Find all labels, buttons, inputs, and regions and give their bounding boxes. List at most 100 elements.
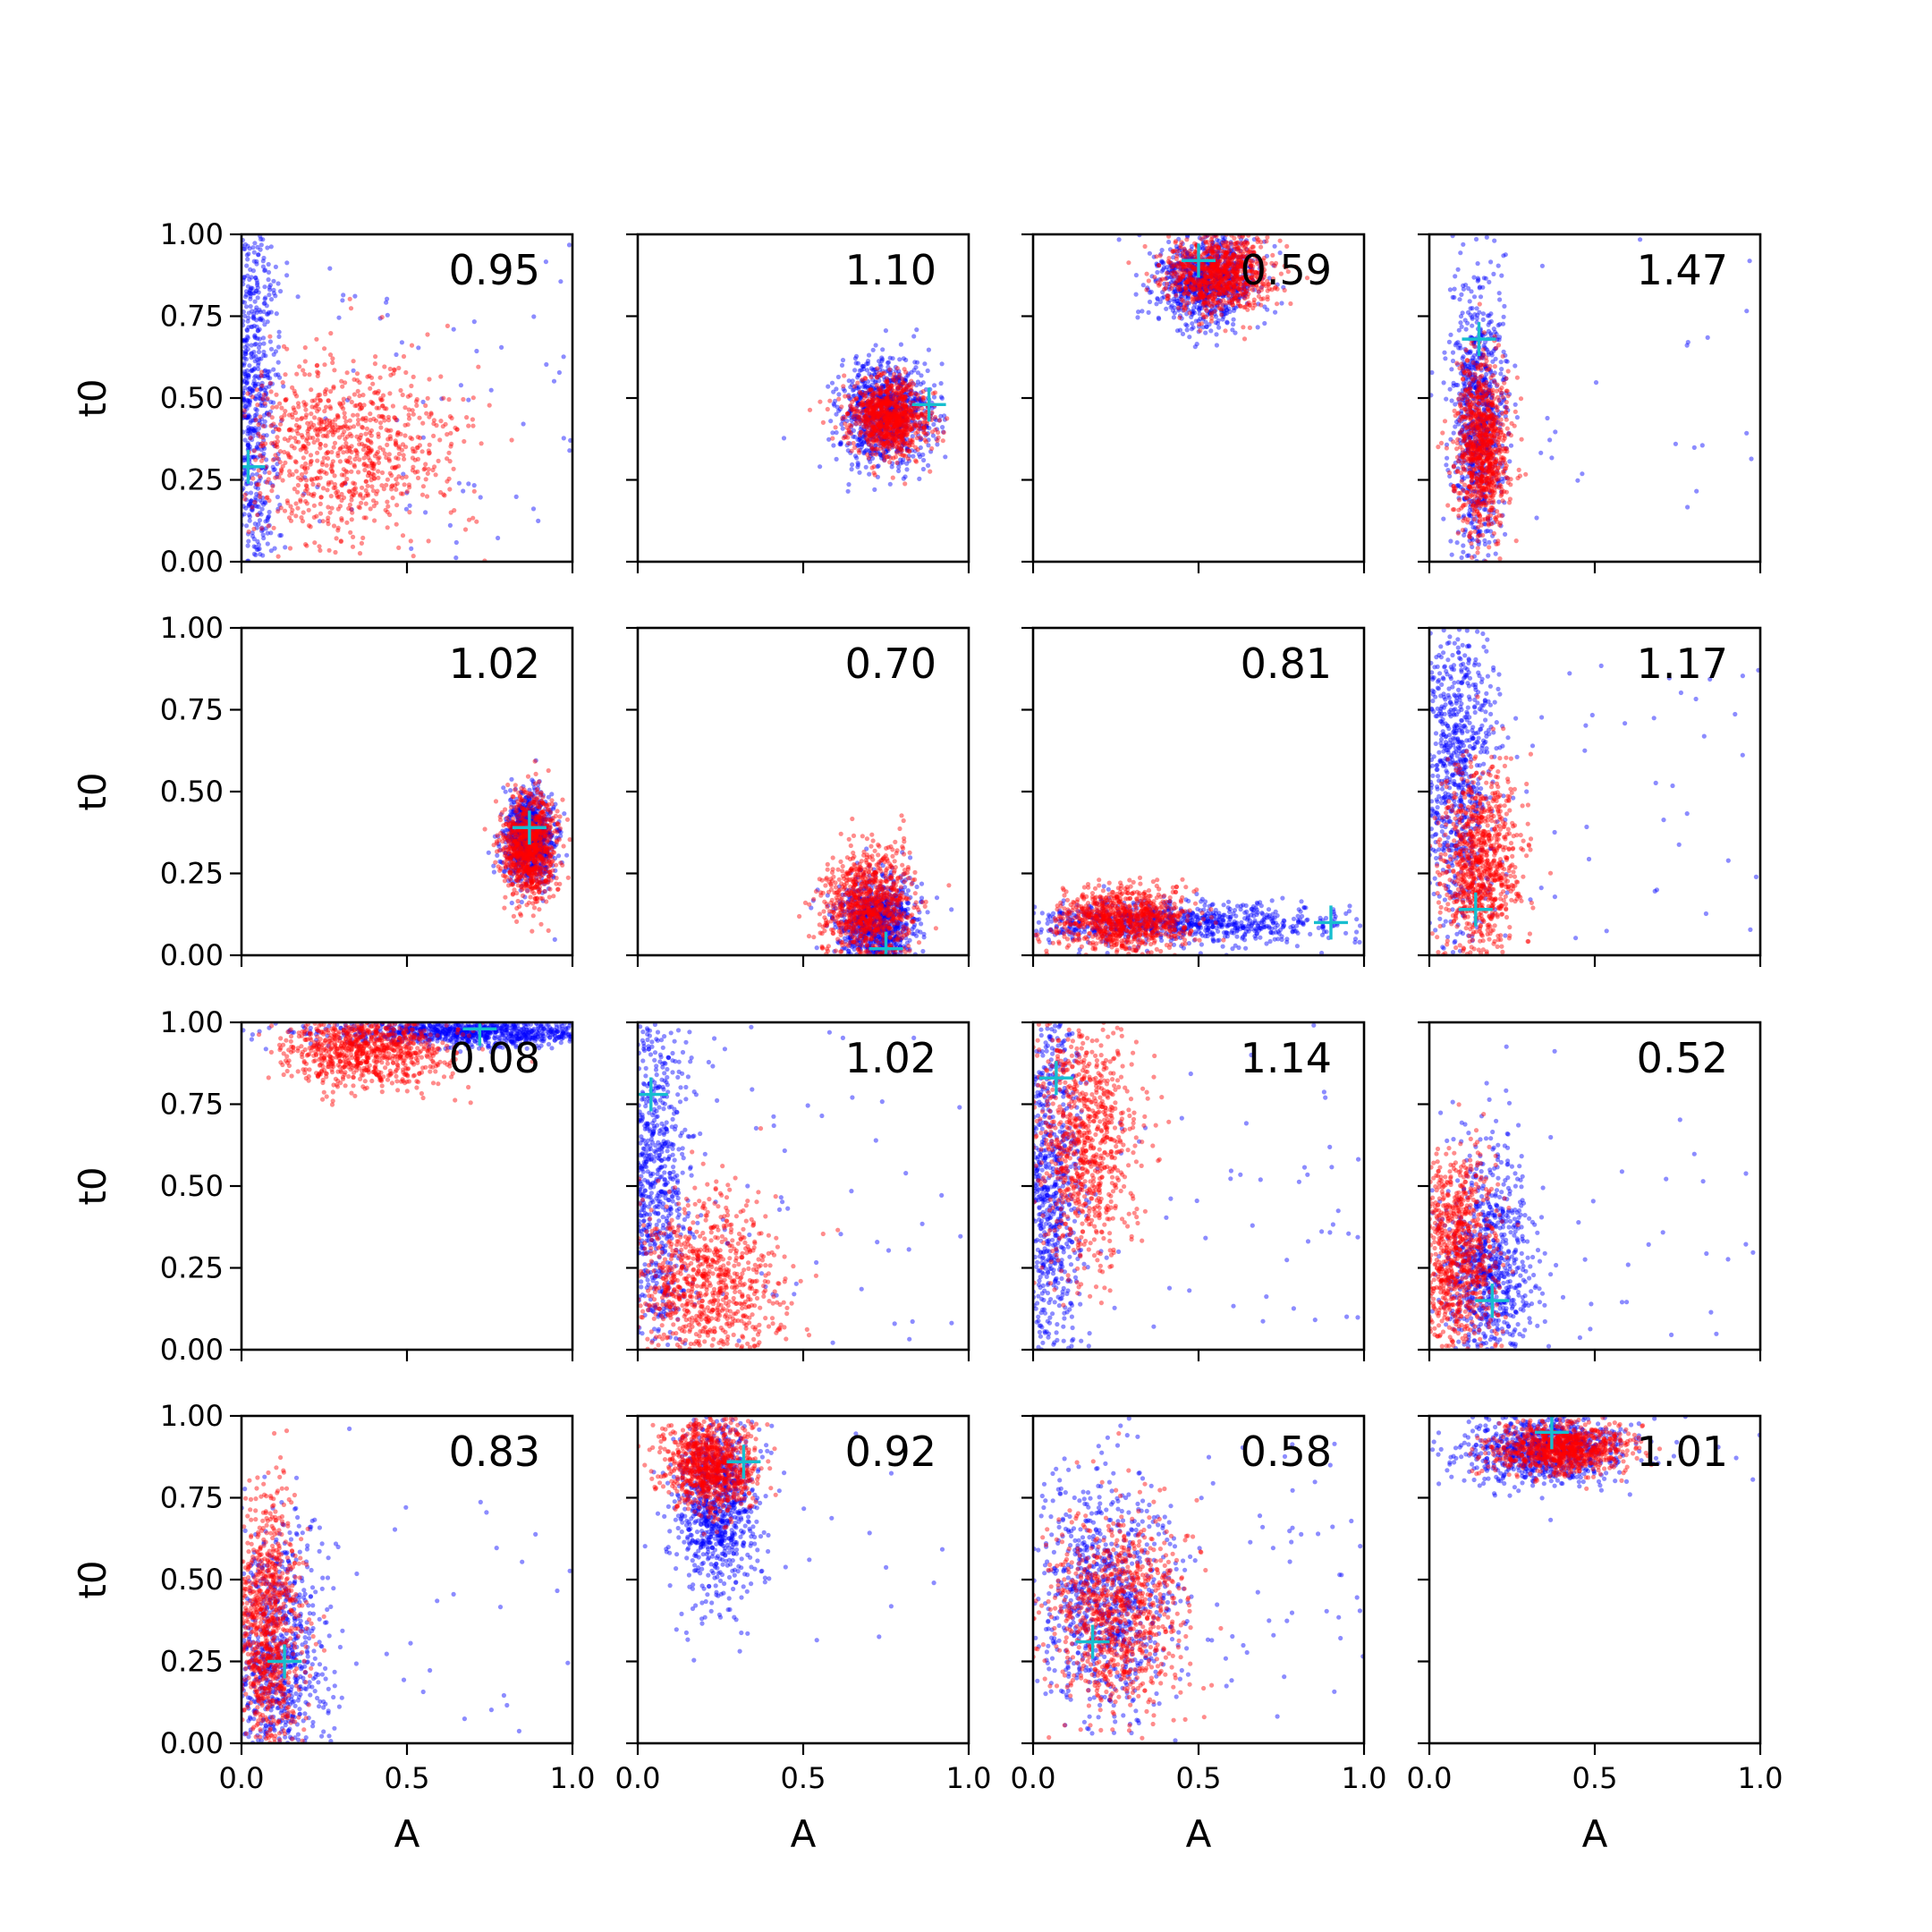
blue-point bbox=[854, 455, 860, 461]
blue-point bbox=[260, 527, 266, 533]
red-point bbox=[870, 440, 876, 445]
red-point bbox=[304, 487, 310, 492]
red-point bbox=[301, 493, 306, 498]
red-point bbox=[869, 423, 876, 429]
blue-point bbox=[901, 441, 906, 446]
blue-point bbox=[882, 435, 887, 440]
red-point bbox=[896, 416, 902, 421]
blue-point bbox=[251, 378, 257, 384]
red-point bbox=[894, 437, 899, 443]
red-point bbox=[366, 493, 371, 498]
blue-point bbox=[250, 434, 256, 439]
blue-point bbox=[864, 423, 869, 428]
blue-point bbox=[260, 453, 266, 459]
red-point bbox=[1235, 240, 1241, 245]
blue-point bbox=[256, 547, 261, 552]
red-point bbox=[879, 411, 885, 416]
red-point bbox=[868, 400, 873, 405]
blue-point bbox=[262, 423, 267, 428]
red-point bbox=[393, 441, 398, 447]
red-point bbox=[857, 421, 862, 427]
blue-point bbox=[832, 402, 837, 408]
blue-point bbox=[259, 422, 265, 428]
red-point bbox=[341, 396, 346, 402]
blue-point bbox=[567, 448, 572, 453]
blue-point bbox=[909, 369, 914, 375]
red-point bbox=[329, 424, 335, 429]
red-point bbox=[431, 421, 436, 427]
red-point bbox=[295, 489, 301, 495]
red-point bbox=[877, 402, 883, 407]
blue-point bbox=[880, 407, 886, 412]
blue-point bbox=[869, 428, 875, 434]
red-point bbox=[427, 442, 432, 447]
red-point bbox=[913, 430, 919, 436]
red-point bbox=[897, 439, 902, 445]
blue-point bbox=[887, 377, 894, 383]
red-point bbox=[885, 414, 891, 419]
red-point bbox=[1200, 276, 1206, 282]
red-point bbox=[900, 447, 905, 453]
red-point bbox=[887, 444, 893, 449]
blue-point bbox=[840, 418, 845, 423]
red-point bbox=[885, 444, 890, 449]
blue-point bbox=[886, 411, 892, 416]
red-point bbox=[377, 396, 384, 402]
red-point bbox=[282, 508, 288, 513]
blue-point bbox=[244, 379, 250, 385]
red-point bbox=[892, 412, 897, 418]
blue-point bbox=[862, 427, 868, 432]
blue-point bbox=[271, 367, 276, 372]
blue-point bbox=[898, 414, 903, 419]
red-point bbox=[304, 478, 309, 483]
blue-point bbox=[898, 446, 903, 452]
blue-point bbox=[920, 380, 926, 386]
red-point bbox=[861, 394, 868, 401]
blue-point bbox=[868, 453, 873, 459]
red-point bbox=[335, 415, 341, 420]
blue-point bbox=[256, 252, 261, 258]
red-point bbox=[295, 475, 301, 480]
red-point bbox=[394, 455, 399, 461]
red-point bbox=[887, 412, 893, 418]
blue-point bbox=[910, 380, 915, 386]
red-point bbox=[886, 416, 892, 421]
blue-point bbox=[257, 418, 262, 423]
blue-point bbox=[857, 401, 862, 406]
blue-point bbox=[875, 386, 881, 392]
blue-point bbox=[903, 399, 910, 404]
red-point bbox=[288, 427, 293, 432]
red-point bbox=[292, 388, 297, 394]
blue-point bbox=[242, 512, 247, 517]
blue-point bbox=[267, 384, 272, 389]
red-point bbox=[343, 469, 349, 474]
red-point bbox=[368, 448, 373, 453]
red-point bbox=[353, 490, 359, 496]
red-point bbox=[335, 489, 341, 495]
red-point bbox=[349, 433, 354, 439]
blue-point bbox=[251, 544, 257, 549]
red-point bbox=[898, 414, 904, 419]
blue-point bbox=[939, 395, 945, 401]
red-point bbox=[325, 450, 330, 455]
red-point bbox=[398, 491, 403, 496]
blue-point bbox=[886, 403, 892, 409]
red-point bbox=[886, 402, 892, 407]
red-point bbox=[1162, 286, 1167, 292]
red-point bbox=[295, 482, 301, 488]
blue-point bbox=[249, 369, 254, 374]
red-point bbox=[365, 483, 370, 488]
red-point bbox=[896, 440, 902, 445]
red-point bbox=[363, 415, 369, 420]
red-point bbox=[885, 395, 891, 401]
blue-point bbox=[886, 419, 892, 424]
red-point bbox=[892, 409, 897, 414]
red-point bbox=[1157, 283, 1162, 288]
red-point bbox=[369, 399, 374, 404]
blue-point bbox=[900, 416, 905, 421]
red-point bbox=[902, 394, 908, 400]
blue-point bbox=[242, 275, 247, 280]
red-point bbox=[304, 543, 309, 548]
red-point bbox=[843, 394, 848, 399]
red-point bbox=[396, 451, 402, 457]
